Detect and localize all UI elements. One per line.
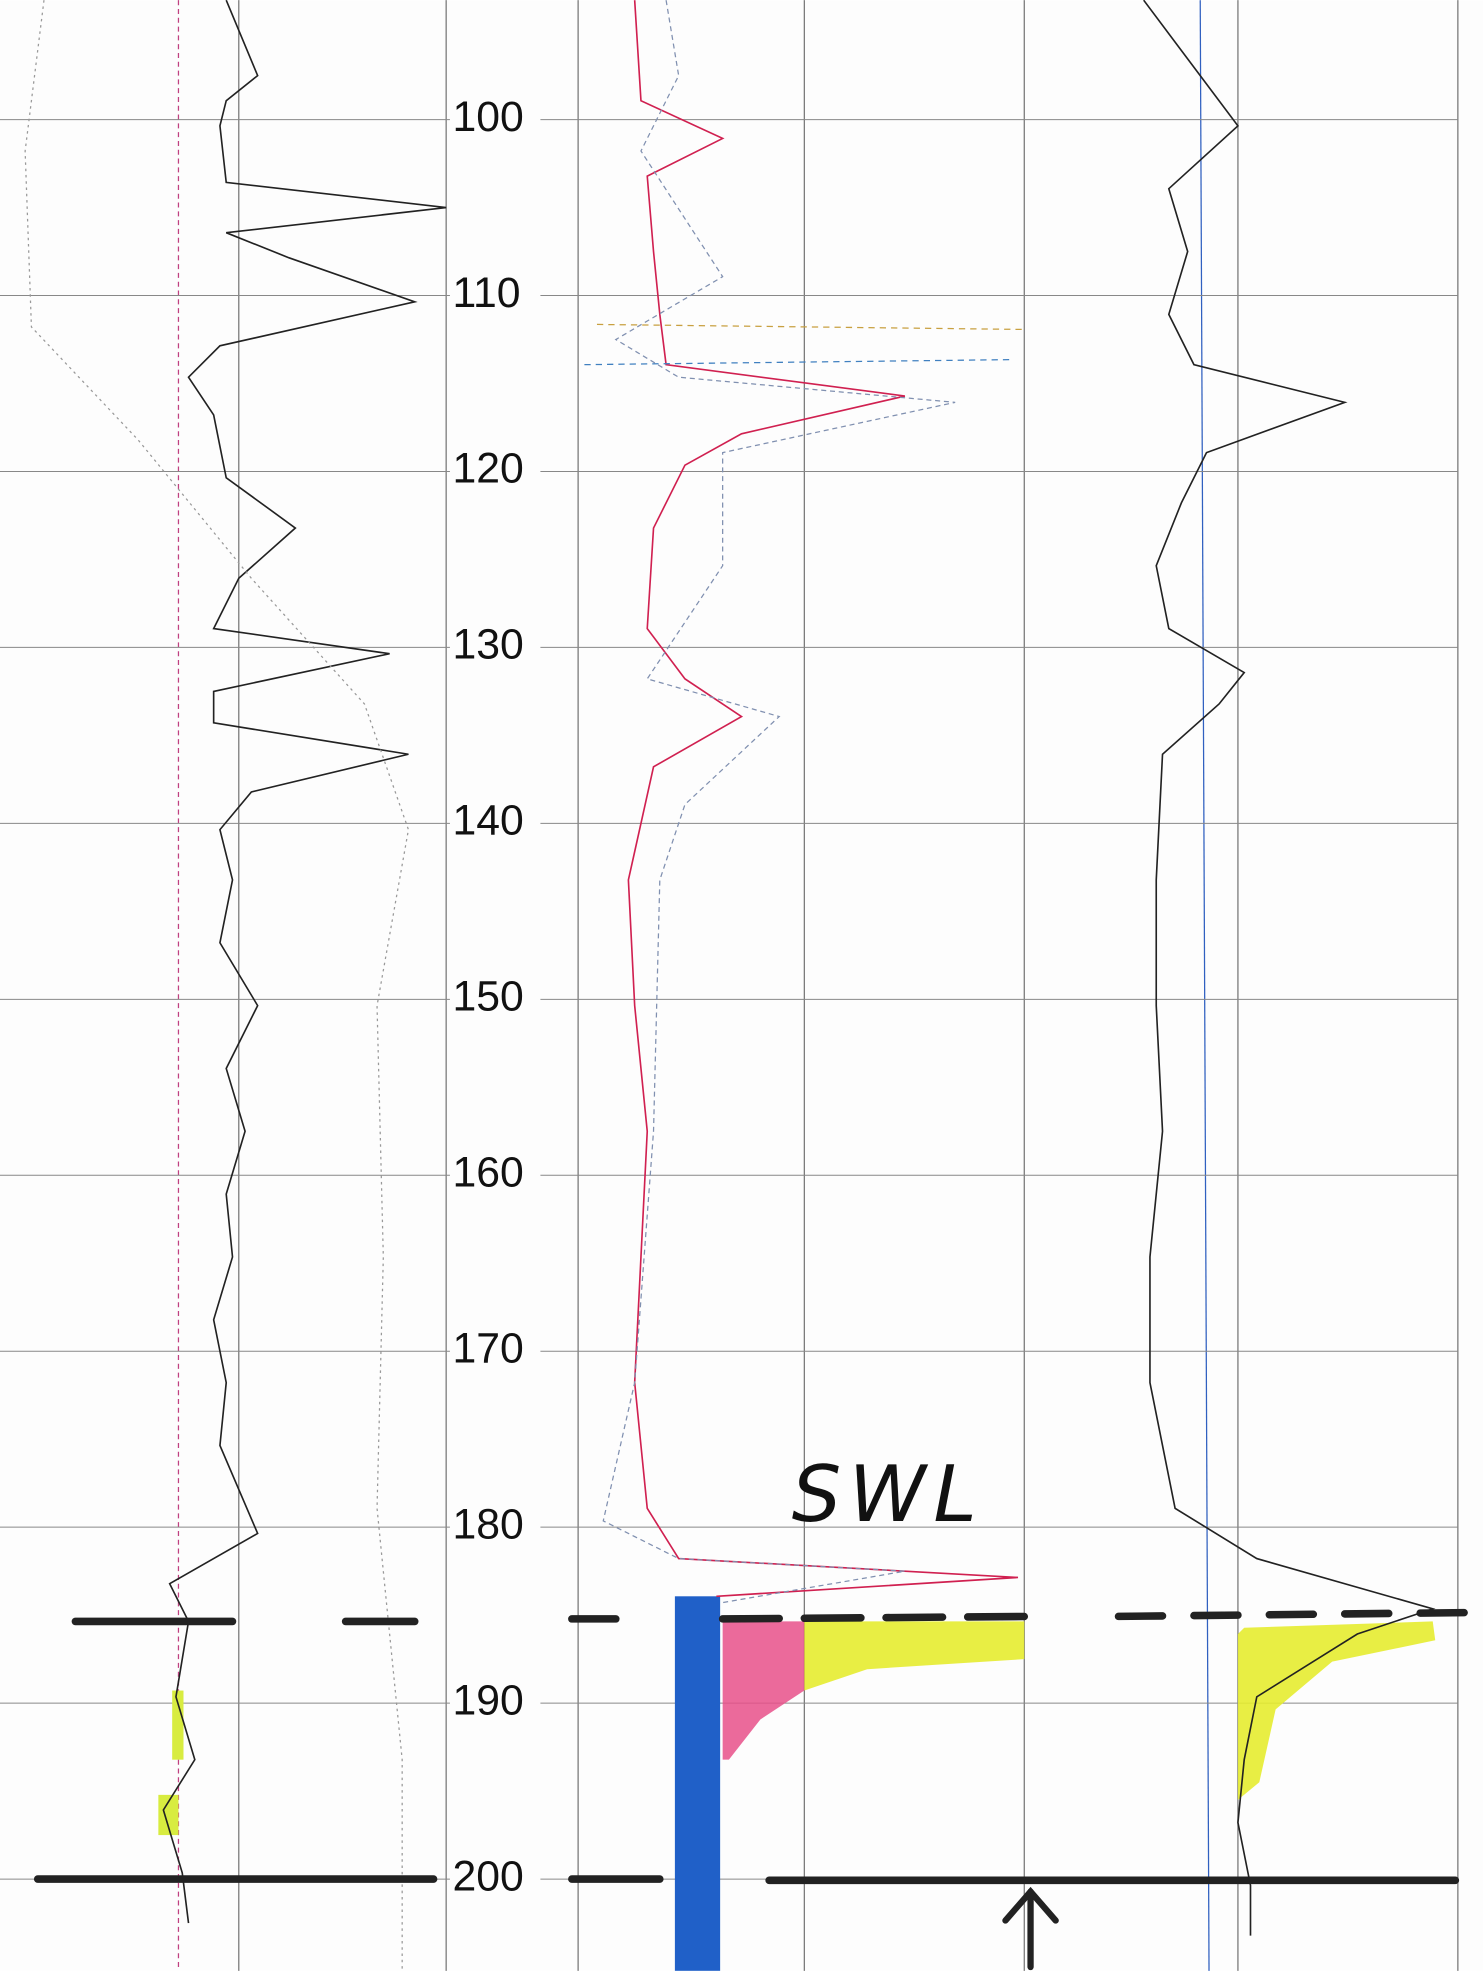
depth-label: 120 xyxy=(452,445,523,493)
annotation-lines xyxy=(33,1608,1468,1971)
label-bg xyxy=(449,622,541,673)
label-bg xyxy=(449,1853,541,1905)
depth-label: 140 xyxy=(452,797,523,845)
arrow-head xyxy=(1002,1886,1059,1924)
yellow-fill xyxy=(172,1690,184,1760)
label-bg xyxy=(449,798,541,849)
marker-line xyxy=(596,323,1025,331)
ref-line xyxy=(1199,0,1210,1971)
label-bg xyxy=(449,974,541,1025)
swl-dash xyxy=(1114,1608,1468,1621)
log-curve xyxy=(1143,0,1436,1936)
yellow-fill xyxy=(804,1621,1025,1691)
depth-label: 130 xyxy=(452,621,523,669)
label-bg xyxy=(449,1502,541,1553)
blue-fill xyxy=(674,1596,721,1971)
log-curve xyxy=(602,0,956,1604)
marker-line xyxy=(584,358,1012,366)
yellow-fill xyxy=(158,1794,179,1836)
depth-label: 100 xyxy=(452,93,523,141)
depth-label: 160 xyxy=(452,1149,523,1197)
swl-dash xyxy=(718,1612,1041,1623)
depth-label: 190 xyxy=(452,1676,523,1724)
yellow-fill xyxy=(1237,1621,1436,1800)
depth-label: 150 xyxy=(452,973,523,1021)
log-curve xyxy=(627,0,1019,1598)
depth-label: 200 xyxy=(452,1852,523,1900)
depth-label: 110 xyxy=(452,269,520,317)
log-curve xyxy=(162,0,447,1924)
pink-fill xyxy=(722,1621,805,1760)
label-bg xyxy=(449,1677,541,1729)
depth-label: 180 xyxy=(452,1500,523,1548)
label-bg xyxy=(449,1150,541,1201)
label-bg xyxy=(449,270,541,321)
label-bg xyxy=(449,94,541,145)
label-bg xyxy=(449,1326,541,1377)
annotation: SWL xyxy=(792,1450,985,1540)
depth-label: 170 xyxy=(452,1325,523,1373)
label-bg xyxy=(449,446,541,497)
